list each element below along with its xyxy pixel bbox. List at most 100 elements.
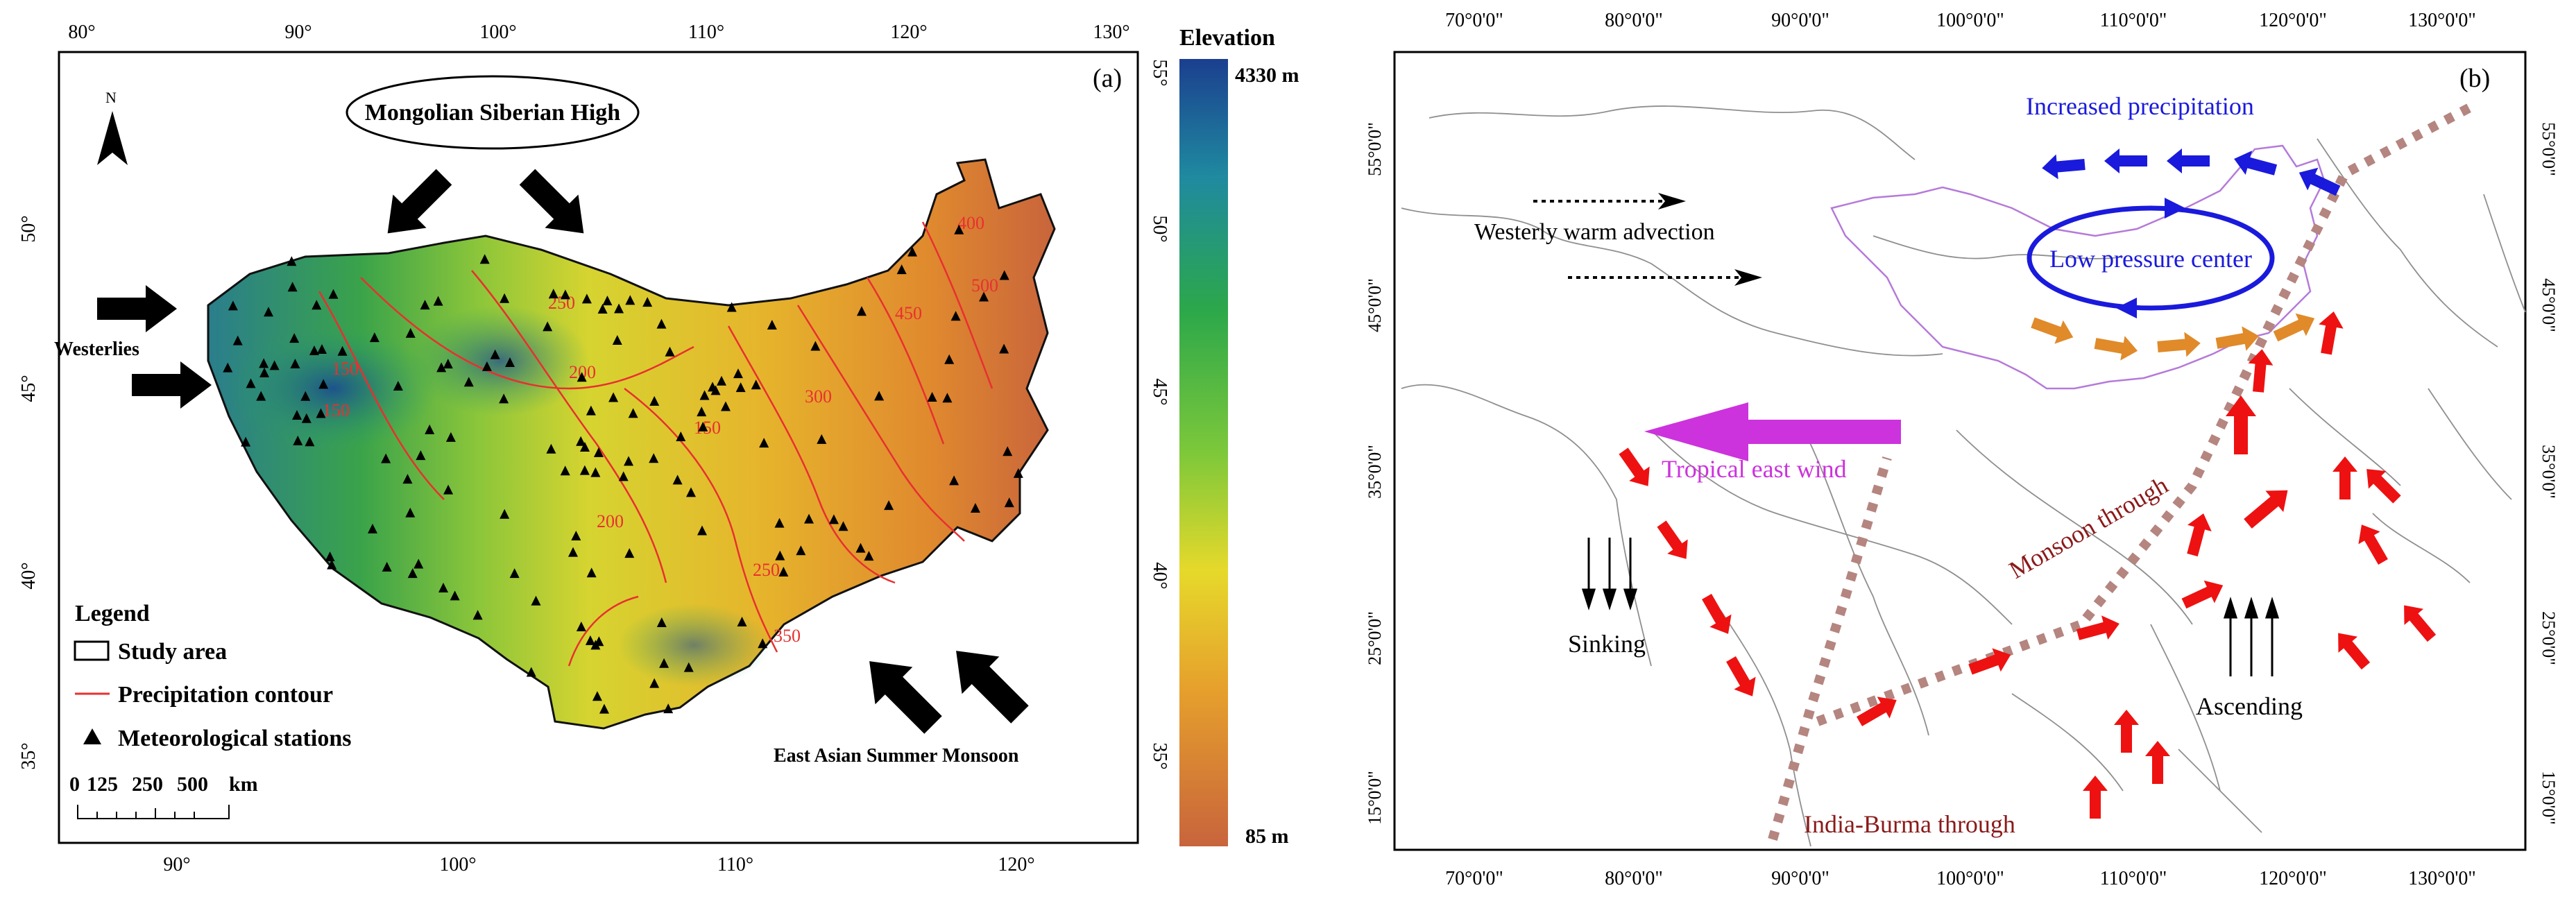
station-marker xyxy=(726,302,737,312)
station-marker xyxy=(543,321,553,332)
sinking-arrows xyxy=(1581,538,1638,610)
panel-a-right-ticks: 55° 50° 45° 40° 35° xyxy=(1149,59,1170,769)
tick-label: 55°0'0" xyxy=(2539,122,2559,176)
station-marker xyxy=(505,357,515,368)
contour-label: 350 xyxy=(774,626,801,646)
north-label: N xyxy=(105,89,117,106)
station-marker xyxy=(381,453,391,463)
station-marker xyxy=(481,361,492,371)
arrow-icon xyxy=(1623,588,1638,610)
north-arrow: N xyxy=(97,89,128,165)
tick-label: 120° xyxy=(998,854,1034,875)
station-marker xyxy=(526,667,536,677)
india-burma-trough-line xyxy=(1768,456,1892,841)
tick-label: 35°0'0" xyxy=(1365,445,1385,499)
station-marker xyxy=(907,246,918,257)
station-marker xyxy=(810,341,821,351)
panel-b-right-ticks: 55°0'0" 45°0'0" 35°0'0" 25°0'0" 15°0'0" xyxy=(2539,122,2559,825)
tick-label: 45° xyxy=(18,375,40,402)
station-marker xyxy=(896,264,907,275)
arrow-icon xyxy=(2319,311,2344,355)
station-marker xyxy=(628,408,638,418)
tick-label: 40° xyxy=(18,562,40,589)
tick-label: 100° xyxy=(479,22,516,43)
station-marker xyxy=(656,318,667,329)
tick-label: 70°0'0" xyxy=(1445,868,1503,889)
scale-label: 250 xyxy=(132,773,163,796)
station-marker xyxy=(624,456,634,466)
station-marker xyxy=(737,617,747,627)
station-marker xyxy=(500,293,510,303)
station-marker xyxy=(649,395,660,406)
station-marker xyxy=(472,610,483,620)
station-marker xyxy=(665,346,675,357)
station-marker xyxy=(256,391,266,401)
legend-title: Legend xyxy=(75,601,150,626)
station-marker xyxy=(425,424,435,434)
scale-label: 125 xyxy=(87,773,118,796)
station-marker xyxy=(301,413,312,423)
arrow-icon xyxy=(2165,198,2185,219)
arrow-icon xyxy=(2273,313,2315,342)
arrow-icon xyxy=(1602,588,1617,610)
tick-label: 130° xyxy=(1093,22,1129,43)
station-marker xyxy=(560,289,570,300)
station-marker xyxy=(369,332,379,343)
station-marker xyxy=(269,360,280,370)
station-marker xyxy=(445,431,456,442)
station-marker xyxy=(590,467,601,477)
station-marker xyxy=(327,559,337,570)
station-marker xyxy=(855,542,866,553)
station-marker xyxy=(716,375,726,386)
station-marker xyxy=(672,475,683,485)
station-marker xyxy=(828,514,839,524)
station-marker xyxy=(751,379,761,390)
station-marker xyxy=(970,503,980,513)
station-marker xyxy=(698,421,708,431)
meteorological-stations xyxy=(223,224,1023,714)
contour-label: 200 xyxy=(597,511,624,531)
tick-label: 100°0'0" xyxy=(1936,10,2004,31)
tick-label: 100°0'0" xyxy=(1936,868,2004,889)
station-marker xyxy=(509,568,520,579)
panel-b-left-ticks: 55°0'0" 45°0'0" 35°0'0" 25°0'0" 15°0'0" xyxy=(1365,122,1385,825)
station-marker xyxy=(577,372,587,382)
station-marker xyxy=(300,391,311,401)
scale-unit: km xyxy=(229,773,258,796)
station-marker xyxy=(817,434,827,444)
contour-label: 150 xyxy=(323,400,350,420)
tick-label: 45°0'0" xyxy=(1365,278,1385,332)
station-marker xyxy=(656,617,667,627)
panel-a-left-ticks: 50° 45° 40° 35° xyxy=(18,215,40,769)
tick-label: 35° xyxy=(1149,742,1170,769)
legend-contour: Precipitation contour xyxy=(118,682,333,708)
station-marker xyxy=(699,390,710,400)
station-marker xyxy=(317,344,327,354)
station-marker xyxy=(393,380,403,391)
ascending-label: Ascending xyxy=(2196,692,2303,720)
arrow-icon xyxy=(2042,154,2085,180)
orange-arrows xyxy=(2031,313,2315,361)
arrow-icon xyxy=(2248,349,2274,393)
arrow-icon xyxy=(2116,298,2137,318)
arrow-icon xyxy=(2145,741,2170,784)
station-marker xyxy=(774,518,785,528)
sinking-label: Sinking xyxy=(1568,630,1646,658)
arrow-icon xyxy=(1968,648,2011,675)
arrow-icon xyxy=(869,661,942,734)
precipitation-contours xyxy=(318,221,993,667)
legend: Legend Study area Precipitation contour … xyxy=(74,601,351,751)
station-marker xyxy=(585,635,595,645)
elevation-title: Elevation xyxy=(1179,25,1275,51)
tick-label: 50° xyxy=(18,215,40,242)
arrow-icon xyxy=(2264,597,2280,619)
station-marker xyxy=(864,551,874,561)
station-marker xyxy=(1004,497,1014,508)
station-marker xyxy=(697,407,707,417)
arrow-icon xyxy=(2226,395,2256,454)
station-marker xyxy=(479,254,490,264)
station-marker xyxy=(490,349,500,359)
panel-b-top-ticks: 70°0'0" 80°0'0" 90°0'0" 100°0'0" 110°0'0… xyxy=(1445,10,2476,31)
station-marker xyxy=(407,568,418,579)
